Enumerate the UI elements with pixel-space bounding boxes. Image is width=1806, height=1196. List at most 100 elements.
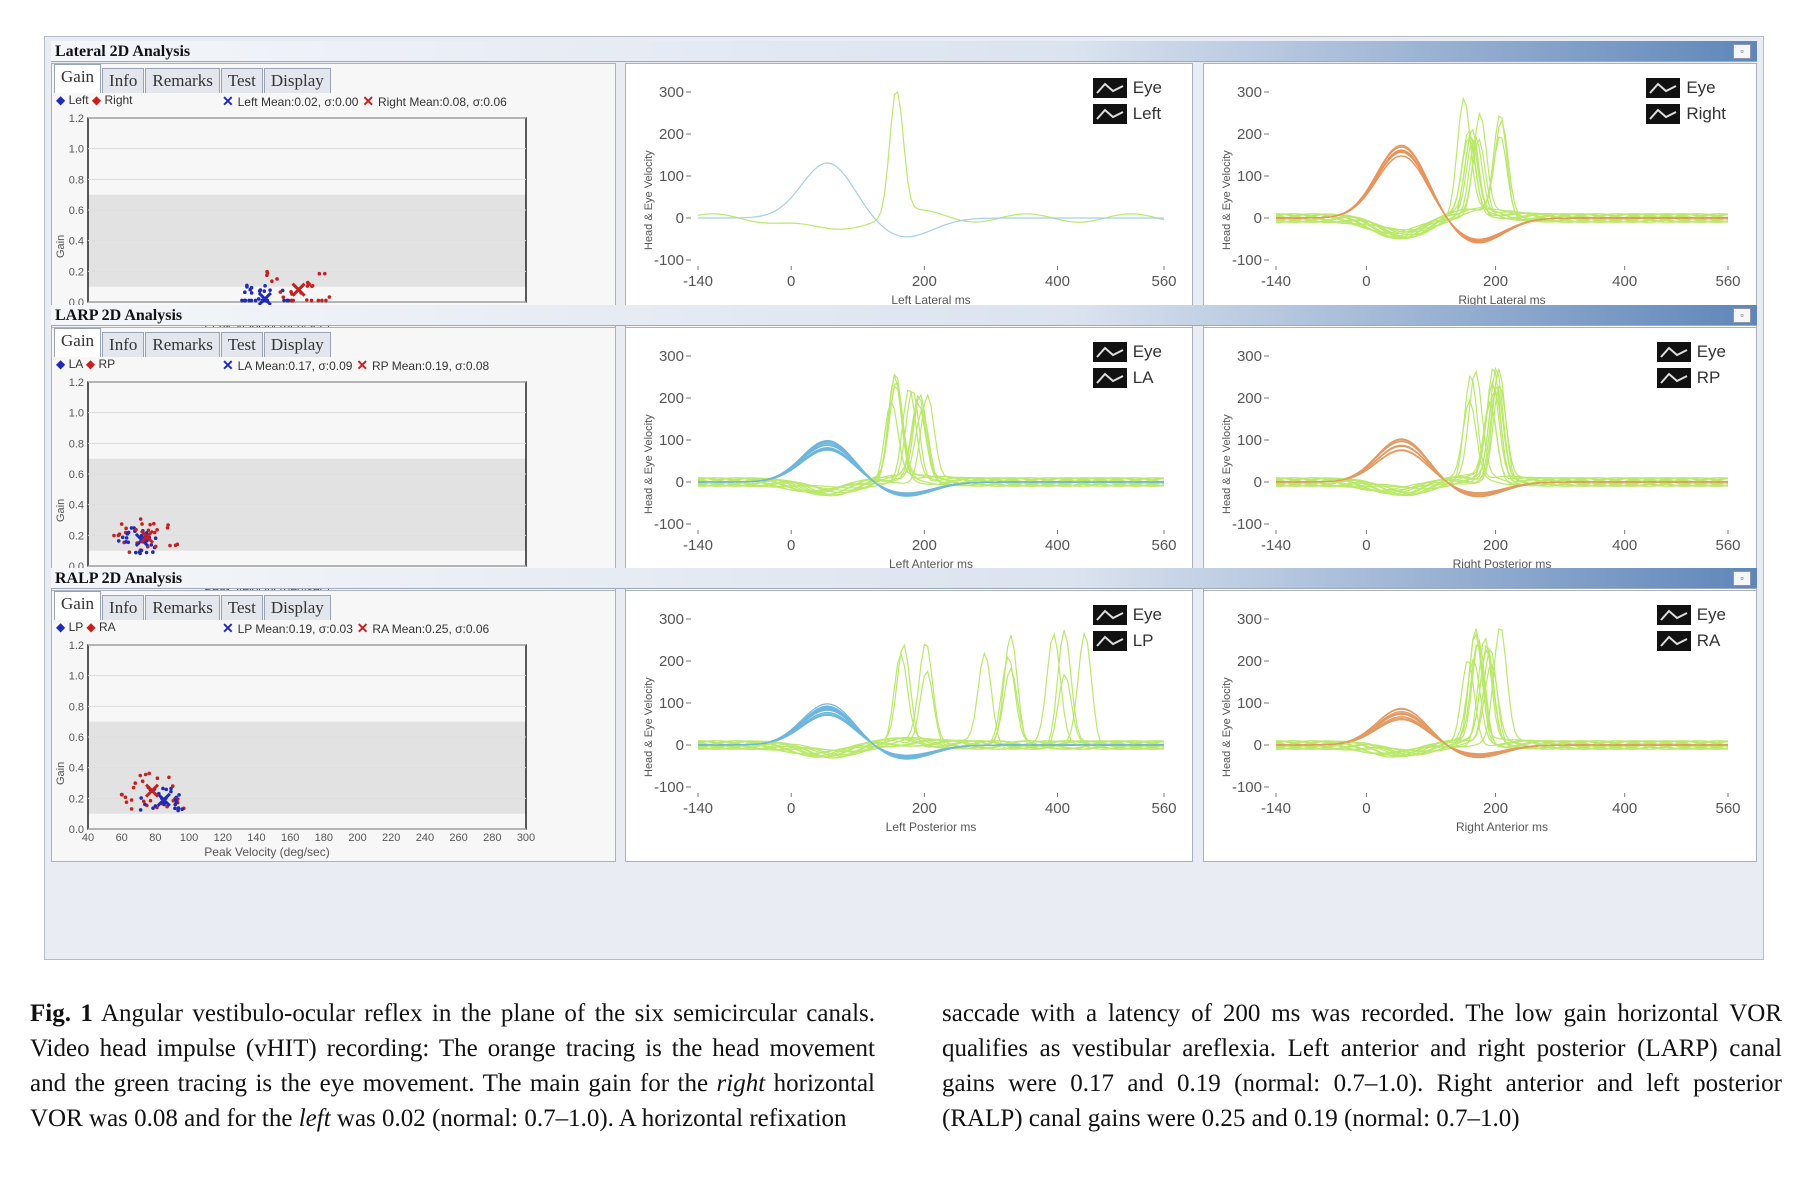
mean-cross [144,783,160,798]
trace-swatch-icon [1656,605,1691,625]
head-trace [1276,150,1728,242]
right-point [304,298,309,302]
left-point [139,548,144,553]
left-point [116,539,121,543]
figure-screenshot: Lateral 2D Analysis ▫ Gain Info Remarks Test D… [44,36,1764,960]
gain-panel: Gain Info Remarks Test Display ◆ Left ◆ Right… [51,63,616,335]
legend-label-a: Left [68,93,89,107]
collapse-button[interactable]: ▫ [1733,571,1751,586]
velocity-chart: 300 200 100 0 -100 -140 0 200 400 560 Head & Eye V… [643,84,1177,307]
section-title: RALP 2D Analysis [55,570,183,587]
tab-test[interactable]: Test [220,332,263,357]
legend-label: Eye [1696,342,1726,361]
tab-remarks[interactable]: Remarks [145,332,220,357]
right-point [148,522,152,527]
right-point [143,772,148,777]
x-tick-label: 0 [787,273,795,290]
mean-label-a: LP Mean:0.19, σ:0.03 [237,622,353,636]
eye-trace [697,393,1165,493]
head-trace [1276,144,1728,244]
eye-trace [1275,660,1729,756]
mean-label-b: RP Mean:0.19, σ:0.08 [371,359,490,373]
head-trace [1276,450,1728,494]
y-tick-label: 0.0 [69,824,84,836]
tab-info[interactable]: Info [102,68,145,93]
trace-legend: Eye LP [1092,605,1162,657]
tab-bar: Gain Info Remarks Test Display [54,64,332,93]
eye-trace [1275,647,1729,758]
left-point [245,283,249,288]
tab-gain[interactable]: Gain [54,591,102,620]
tab-display[interactable]: Display [263,68,331,93]
y-tick-label: 100 [1237,695,1262,712]
diamond-icon: ◆ [88,93,105,107]
legend-label: RA [1696,631,1721,650]
tab-remarks[interactable]: Remarks [145,68,220,93]
legend-label: RP [1696,368,1721,387]
collapse-button[interactable]: ▫ [1733,44,1751,59]
legend-label: Eye [1686,78,1716,97]
right-point [155,776,160,781]
x-tick-label: 220 [382,832,400,844]
legend-item: RP [1656,368,1726,388]
x-tick-label: 400 [1612,800,1637,817]
tab-info[interactable]: Info [102,332,145,357]
tab-test[interactable]: Test [220,595,263,620]
right-point [165,526,170,530]
left-point [240,298,244,303]
left-point [161,786,165,791]
eye-trace [697,632,1165,755]
right-point [307,282,311,286]
gain-scatter-chart: 0.00.20.40.60.81.01.24060801001201401601… [55,377,535,596]
right-point [138,773,143,778]
left-point [268,288,272,292]
trace-swatch-icon [1656,342,1691,362]
eye-trace [1275,632,1729,752]
trace-swatch-icon [1092,342,1127,362]
diamond-icon: ◆ [56,620,69,634]
y-tick-label: 0.8 [69,174,84,186]
x-tick-label: 200 [912,537,937,554]
gain-legend: ◆ LA ◆ RP [56,357,115,371]
caption-right-word: right [716,1070,766,1097]
right-point [124,526,128,531]
left-point [249,291,254,295]
tab-display[interactable]: Display [263,332,331,357]
head-trace [1276,149,1728,242]
tab-display[interactable]: Display [263,595,331,620]
collapse-button[interactable]: ▫ [1733,308,1751,323]
gain-means: ✕ LP Mean:0.19, σ:0.03 ✕ RA Mean:0.25, σ… [222,620,489,637]
tab-test[interactable]: Test [220,68,263,93]
eye-trace [1275,628,1729,758]
head-trace [1276,146,1728,243]
x-tick-label: 400 [1612,273,1637,290]
left-point [139,796,143,800]
trace-legend: Eye RP [1656,342,1726,394]
left-point [169,789,173,794]
mean-label-b: RA Mean:0.25, σ:0.06 [372,622,490,636]
y-tick-label: -100 [654,516,684,533]
eye-trace [1275,129,1729,240]
head-trace [698,440,1164,497]
tab-gain[interactable]: Gain [54,64,102,93]
trace-legend: Eye RA [1656,605,1726,657]
tab-info[interactable]: Info [102,595,145,620]
right-point [140,522,144,526]
velocity-panel: 300 200 100 0 -100 -140 0 200 400 560 Head & Eye V… [1203,63,1757,335]
x-tick-label: -140 [1261,273,1291,290]
head-trace [698,707,1164,759]
y-tick-label: 0 [1254,737,1262,754]
tab-remarks[interactable]: Remarks [145,595,220,620]
velocity-panel: 300 200 100 0 -100 -140 0 200 400 560 Head & Eye V… [1203,590,1757,862]
legend-label: Left [1132,104,1162,123]
head-trace [698,703,1164,760]
left-point [174,797,178,802]
y-tick-label: 0.2 [69,793,84,805]
y-tick-label: 100 [1237,168,1262,185]
mean-label-b: Right Mean:0.08, σ:0.06 [377,95,507,109]
tab-gain[interactable]: Gain [54,328,102,357]
x-tick-label: 180 [315,832,333,844]
left-point [124,536,129,540]
legend-item: RA [1656,631,1726,651]
